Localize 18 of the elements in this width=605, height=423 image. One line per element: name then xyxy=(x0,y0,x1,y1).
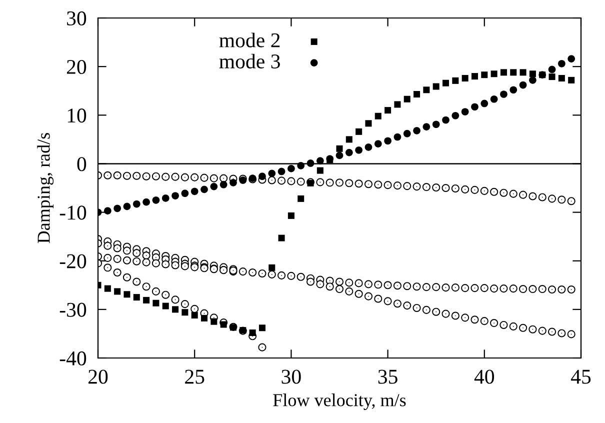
legend-label: mode 3 xyxy=(219,54,280,68)
x-tick-label: 20 xyxy=(88,370,108,384)
legend-label: mode 2 xyxy=(219,32,280,48)
y-tick-label: -30 xyxy=(60,302,86,317)
y-tick-label: 10 xyxy=(68,108,86,123)
y-tick-label: 30 xyxy=(67,11,86,26)
x-tick-label: 25 xyxy=(185,370,204,384)
x-tick-label: 45 xyxy=(570,370,591,384)
y-axis-title: Damping, rad/s xyxy=(37,132,54,244)
y-tick-label: 0 xyxy=(77,157,86,172)
y-tick-label: -20 xyxy=(60,254,86,268)
y-tick-label: 20 xyxy=(66,60,86,74)
x-axis-title: Flow velocity, m/s xyxy=(273,394,406,410)
y-tick-label: -40 xyxy=(60,351,86,366)
x-tick-label: 40 xyxy=(474,370,494,384)
y-tick-label: -10 xyxy=(60,206,86,220)
x-tick-label: 35 xyxy=(378,370,398,384)
x-tick-label: 30 xyxy=(282,370,301,384)
